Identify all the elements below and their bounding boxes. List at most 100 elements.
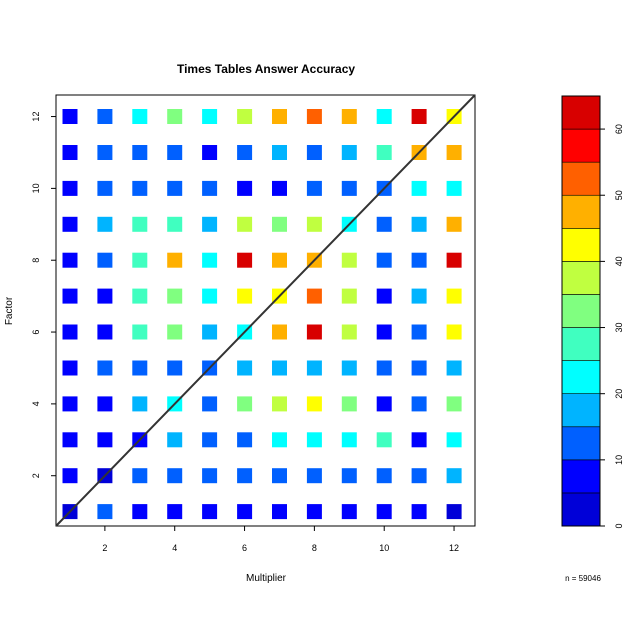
legend-tick-label: 40	[614, 256, 624, 266]
heatmap-cell	[202, 288, 218, 304]
heatmap-cell	[202, 432, 218, 448]
heatmap-cell	[411, 468, 427, 484]
heatmap-cell	[97, 396, 113, 412]
heatmap-cell	[237, 360, 253, 376]
legend-tick-label: 10	[614, 455, 624, 465]
legend-color-step	[561, 459, 601, 494]
heatmap-cell	[97, 109, 113, 124]
legend-color-step	[561, 194, 601, 229]
heatmap-cell	[376, 504, 392, 520]
heatmap-cell	[376, 252, 392, 268]
heatmap-cell	[132, 288, 148, 304]
legend-tick-label: 20	[614, 389, 624, 399]
heatmap-cell	[376, 324, 392, 340]
heatmap-cell	[272, 468, 287, 484]
heatmap-cell	[167, 252, 183, 268]
heatmap-cell	[446, 216, 462, 232]
heatmap-cell	[411, 432, 427, 448]
heatmap-cell	[62, 109, 78, 124]
heatmap-cell	[341, 504, 357, 520]
heatmap-cell	[167, 324, 183, 340]
heatmap-cell	[62, 216, 78, 232]
heatmap-cell	[411, 360, 427, 376]
heatmap-cell	[132, 145, 148, 160]
legend-color-step	[561, 261, 601, 295]
heatmap-cell	[376, 109, 392, 124]
heatmap-cell	[306, 396, 322, 412]
legend-color-step	[561, 426, 601, 461]
color-legend: 0 10 20 30 40 50 60	[561, 95, 624, 529]
heatmap-cell	[446, 360, 462, 376]
heatmap-cell	[376, 145, 392, 160]
heatmap-cell	[341, 468, 357, 484]
y-tick-label: 2	[31, 473, 41, 478]
heatmap-cell	[202, 396, 218, 412]
legend-color-step	[561, 128, 601, 163]
legend-tick-label: 0	[614, 523, 624, 528]
heatmap-cell	[446, 396, 462, 412]
heatmap-cell	[272, 109, 287, 124]
heatmap-cell	[411, 180, 427, 196]
heatmap-cell	[376, 432, 392, 448]
legend-color-steps	[561, 95, 601, 527]
heatmap-cell	[237, 432, 253, 448]
heatmap-cell	[132, 180, 148, 196]
heatmap-cell	[167, 360, 183, 376]
heatmap-cell	[167, 504, 183, 520]
y-axis: 2 4 6 8 10 12	[31, 112, 56, 478]
legend-color-step	[561, 228, 601, 262]
heatmap-cell	[376, 288, 392, 304]
heatmap-cell	[97, 324, 113, 340]
y-axis-label: Factor	[4, 296, 15, 325]
heatmap-cell	[272, 324, 287, 340]
x-tick-label: 12	[449, 543, 459, 553]
heatmap-cell	[306, 216, 322, 232]
heatmap-cell	[97, 504, 113, 520]
heatmap-cell	[237, 468, 253, 484]
legend-color-step	[561, 492, 601, 527]
heatmap-cell	[237, 504, 253, 520]
heatmap-cell	[97, 252, 113, 268]
heatmap-cell	[306, 288, 322, 304]
heatmap-cell	[202, 252, 218, 268]
heatmap-cell	[446, 468, 462, 484]
heatmap-cell	[97, 360, 113, 376]
heatmap-cell	[272, 504, 287, 520]
heatmap-cell	[237, 180, 253, 196]
heatmap-cell	[341, 396, 357, 412]
diagonal-reference-line	[55, 94, 476, 527]
heatmap-cell	[97, 145, 113, 160]
heatmap-cell	[341, 145, 357, 160]
heatmap-cell	[167, 288, 183, 304]
heatmap-cell	[272, 432, 287, 448]
heatmap-cell	[237, 216, 253, 232]
heatmap-cell	[446, 324, 462, 340]
legend-tick-label: 30	[614, 323, 624, 333]
x-tick-label: 8	[312, 543, 317, 553]
heatmap-cell	[306, 468, 322, 484]
legend-color-step	[561, 360, 601, 394]
heatmap-cell	[411, 109, 427, 124]
heatmap-cell	[411, 396, 427, 412]
heatmap-cell	[376, 216, 392, 232]
heatmap-cell	[376, 468, 392, 484]
heatmap-cell	[411, 216, 427, 232]
heatmap-cell	[376, 360, 392, 376]
plot-area	[55, 94, 476, 527]
heatmap-cell	[376, 396, 392, 412]
heatmap-cell	[237, 109, 253, 124]
legend-color-step	[561, 161, 601, 196]
heatmap-cell	[97, 180, 113, 196]
x-axis-label: Multiplier	[246, 573, 287, 584]
heatmap-cell	[306, 432, 322, 448]
heatmap-cell	[306, 324, 322, 340]
y-tick-label: 4	[31, 401, 41, 406]
heatmap-cell	[341, 360, 357, 376]
heatmap-cell	[202, 145, 218, 160]
heatmap-cell	[446, 180, 462, 196]
heatmap-cell	[132, 504, 148, 520]
heatmap-cell	[62, 468, 78, 484]
heatmap-cell	[167, 432, 183, 448]
heatmap-cell	[446, 145, 462, 160]
heatmap-cell	[446, 288, 462, 304]
